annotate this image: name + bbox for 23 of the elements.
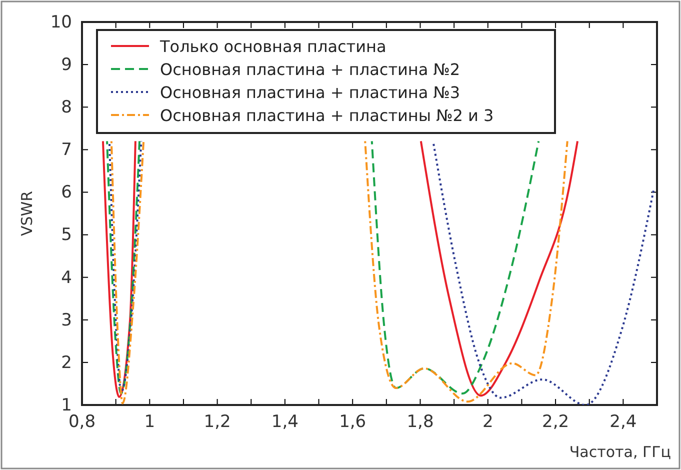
- y-tick-label: 9: [61, 54, 72, 75]
- x-tick-label: 1: [144, 412, 156, 432]
- legend-label: Только основная пластина: [159, 37, 386, 56]
- x-tick-label: 2: [482, 412, 494, 432]
- y-tick-label: 8: [61, 98, 72, 118]
- x-tick-label: 2,4: [610, 412, 637, 432]
- y-tick-label: 10: [50, 12, 72, 32]
- x-tick-label: 1,8: [406, 412, 434, 432]
- x-axis-title: Частота, ГГц: [569, 443, 671, 461]
- y-tick-label: 7: [61, 140, 72, 160]
- x-tick-label: 1,6: [339, 412, 366, 432]
- y-axis-title: VSWR: [18, 190, 36, 236]
- y-tick-label: 2: [61, 352, 72, 373]
- x-tick-label: 1,2: [204, 412, 231, 432]
- y-tick-label: 6: [61, 182, 72, 203]
- legend-label: Основная пластина + пластина №2: [160, 60, 460, 79]
- x-tick-label: 2,2: [542, 412, 570, 432]
- y-tick-label: 3: [61, 310, 72, 330]
- y-tick-label: 5: [61, 225, 72, 246]
- y-tick-label: 4: [61, 268, 72, 288]
- legend-label: Основная пластина + пластины №2 и 3: [160, 106, 494, 125]
- legend-label: Основная пластина + пластина №3: [160, 83, 460, 102]
- x-tick-label: 1,4: [271, 412, 298, 432]
